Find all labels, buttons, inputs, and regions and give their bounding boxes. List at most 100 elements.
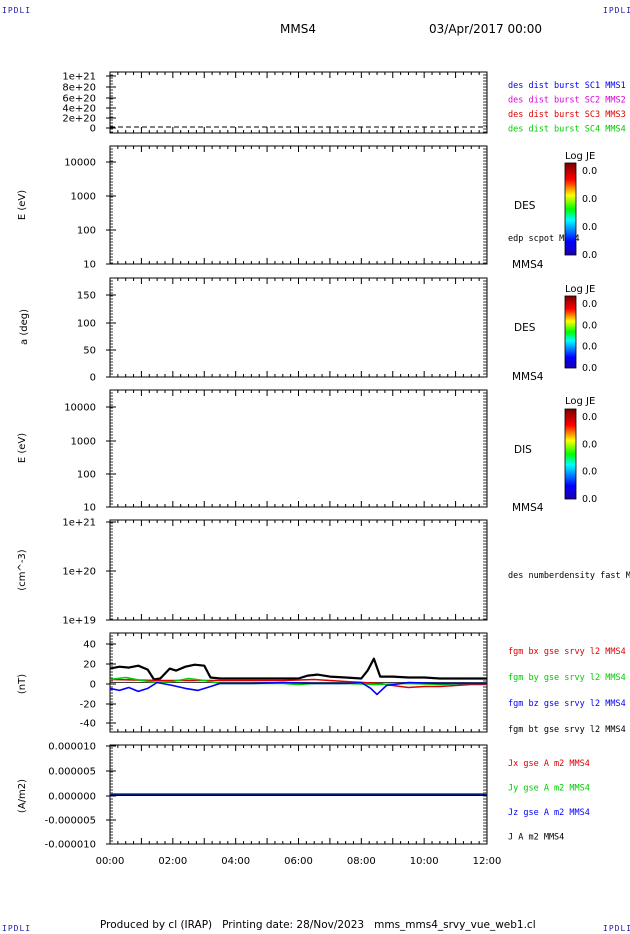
legend-entry: Jy gse A m2 MMS4 xyxy=(508,784,590,794)
y-axis-label: E (eV) xyxy=(17,190,28,220)
y-tick-label: 50 xyxy=(83,346,96,357)
panel-frame-des-pitch xyxy=(109,277,488,378)
y-tick-label: 8e+20 xyxy=(62,83,96,94)
y-tick-label: 0 xyxy=(90,124,96,135)
y-tick-label: 0.000005 xyxy=(48,767,96,778)
y-tick-label: 1e+21 xyxy=(62,518,96,529)
colorbar-tick: 0.0 xyxy=(582,166,597,177)
y-tick-label: 10 xyxy=(83,260,96,271)
x-tick-label: 00:00 xyxy=(96,856,125,867)
y-tick-label: 40 xyxy=(83,640,96,651)
colorbar xyxy=(564,295,577,369)
y-tick-label: 0.000010 xyxy=(48,742,96,753)
y-tick-label: 100 xyxy=(77,319,96,330)
footer-credit: Produced by cl (IRAP) Printing date: 28/… xyxy=(100,919,536,931)
y-tick-label: 20 xyxy=(83,660,96,671)
legend-entry: des dist burst SC1 MMS1 xyxy=(508,81,626,91)
panel-frame-des-energy xyxy=(109,145,488,265)
y-tick-label: 1000 xyxy=(71,192,96,203)
y-axis-label: a (deg) xyxy=(19,309,30,345)
x-tick-label: 02:00 xyxy=(158,856,187,867)
legend-entry: fgm bz gse srvy l2 MMS4 xyxy=(508,699,626,709)
y-tick-label: 100 xyxy=(77,470,96,481)
colorbar-tick: 0.0 xyxy=(582,194,597,205)
x-tick-label: 12:00 xyxy=(473,856,502,867)
y-axis-label: (A/m2) xyxy=(17,779,28,813)
panel-frame-dis-energy xyxy=(109,389,488,508)
colorbar-title: Log JE xyxy=(565,284,595,295)
panel-frame-density xyxy=(109,519,488,621)
y-tick-label: 1000 xyxy=(71,437,96,448)
side-label: DES xyxy=(514,322,536,334)
y-tick-label: 150 xyxy=(77,291,96,302)
legend-entry: fgm bx gse srvy l2 MMS4 xyxy=(508,647,626,657)
y-tick-label: -20 xyxy=(80,700,96,711)
legend-entry: des dist burst SC4 MMS4 xyxy=(508,125,626,135)
x-tick-label: 06:00 xyxy=(284,856,313,867)
printing-date: Printing date: 28/Nov/2023 xyxy=(222,919,365,931)
y-tick-label: 0.000000 xyxy=(48,792,96,803)
colorbar-tick: 0.0 xyxy=(582,494,597,505)
legend-entry: fgm bt gse srvy l2 MMS4 xyxy=(508,725,626,735)
colorbar-title: Log JE xyxy=(565,151,595,162)
y-tick-label: -0.000010 xyxy=(45,840,96,851)
y-tick-label: 10 xyxy=(83,503,96,514)
legend-entry: J A m2 MMS4 xyxy=(508,833,564,843)
y-tick-label: 0 xyxy=(90,680,96,691)
y-tick-label: 1e+20 xyxy=(62,567,96,578)
colorbar-tick: 0.0 xyxy=(582,467,597,478)
y-tick-label: 10000 xyxy=(64,403,96,414)
legend-entry: des numberdensity fast M xyxy=(508,571,630,581)
logo-top-right: IPDLI xyxy=(603,6,630,15)
spacecraft-title: MMS4 xyxy=(280,22,316,36)
y-tick-label: -40 xyxy=(80,719,96,730)
legend-entry: Jz gse A m2 MMS4 xyxy=(508,808,590,818)
colorbar-tick: 0.0 xyxy=(582,342,597,353)
colorbar-tick: 0.0 xyxy=(582,222,597,233)
corner-label: MMS4 xyxy=(512,371,544,383)
y-axis-label: (cm^-3) xyxy=(17,549,28,590)
y-tick-label: 100 xyxy=(77,226,96,237)
side-label: DIS xyxy=(514,444,532,456)
y-tick-label: 10000 xyxy=(64,158,96,169)
trace-label: edp scpot MMS4 xyxy=(508,234,580,244)
produced-by: Produced by cl (IRAP) xyxy=(100,919,213,931)
x-tick-label: 04:00 xyxy=(221,856,250,867)
logo-top-left: IPDLI xyxy=(2,6,32,15)
colorbar-tick: 0.0 xyxy=(582,320,597,331)
colorbar-tick: 0.0 xyxy=(582,439,597,450)
date-title: 03/Apr/2017 00:00 xyxy=(429,22,543,36)
y-tick-label: 6e+20 xyxy=(62,94,96,105)
colorbar xyxy=(564,162,577,256)
legend-entry: fgm by gse srvy l2 MMS4 xyxy=(508,673,626,683)
y-tick-label: 1e+21 xyxy=(62,72,96,83)
corner-label: MMS4 xyxy=(512,259,544,271)
side-label: DES xyxy=(514,200,536,212)
colorbar-tick: 0.0 xyxy=(582,363,597,374)
x-tick-label: 10:00 xyxy=(410,856,439,867)
colorbar-tick: 0.0 xyxy=(582,299,597,310)
legend-entry: des dist burst SC2 MMS2 xyxy=(508,96,626,106)
y-axis-label: E (eV) xyxy=(17,433,28,463)
colorbar-tick: 0.0 xyxy=(582,412,597,423)
y-tick-label: 4e+20 xyxy=(62,104,96,115)
y-axis-label: (nT) xyxy=(17,674,28,694)
legend-entry: Jx gse A m2 MMS4 xyxy=(508,759,590,769)
colorbar-tick: 0.0 xyxy=(582,250,597,261)
legend-entry: des dist burst SC3 MMS3 xyxy=(508,110,626,120)
logo-bottom-right: IPDLI xyxy=(603,924,630,933)
panel-frame-distribution-burst xyxy=(109,71,488,134)
series-line-bt xyxy=(109,657,487,681)
colorbar xyxy=(564,408,577,500)
corner-label: MMS4 xyxy=(512,502,544,514)
colorbar-title: Log JE xyxy=(565,396,595,407)
y-tick-label: 0 xyxy=(90,373,96,384)
y-tick-label: 1e+19 xyxy=(62,616,96,627)
y-tick-label: -0.000005 xyxy=(45,816,96,827)
logo-bottom-left: IPDLI xyxy=(2,924,32,933)
y-tick-label: 2e+20 xyxy=(62,114,96,125)
script-name: mms_mms4_srvy_vue_web1.cl xyxy=(374,919,536,931)
series-line-bz xyxy=(109,681,487,696)
x-tick-label: 08:00 xyxy=(347,856,376,867)
